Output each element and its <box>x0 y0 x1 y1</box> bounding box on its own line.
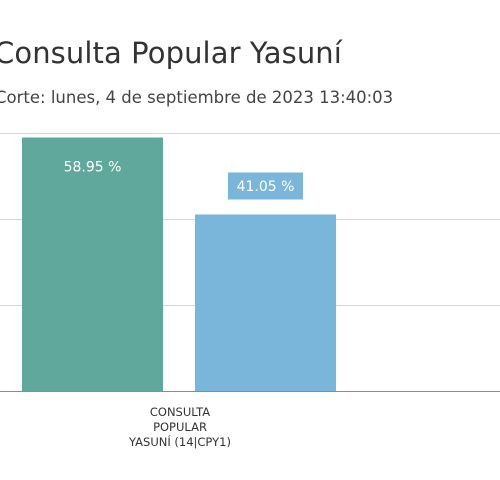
data-label-box <box>228 172 303 200</box>
x-tick-label: YASUNÍ (14|CPY1) <box>128 434 231 449</box>
chart-title: Consulta Popular Yasuní <box>0 36 342 70</box>
chart-subtitle: Corte: lunes, 4 de septiembre de 2023 13… <box>0 88 394 107</box>
x-tick-label: CONSULTA <box>150 405 210 419</box>
bar <box>195 214 336 391</box>
data-label: 41.05 % <box>237 179 295 195</box>
bar <box>22 137 163 391</box>
x-tick-label: POPULAR <box>153 420 207 434</box>
data-label: 58.95 % <box>64 160 122 176</box>
